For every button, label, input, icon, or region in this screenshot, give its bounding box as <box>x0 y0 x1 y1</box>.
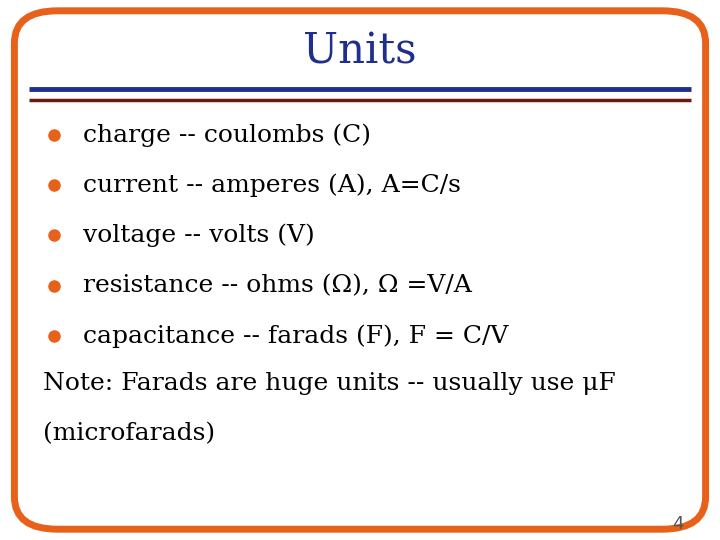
Text: capacitance -- farads (F), F = C/V: capacitance -- farads (F), F = C/V <box>83 324 508 348</box>
Text: Note: Farads are huge units -- usually use μF: Note: Farads are huge units -- usually u… <box>43 372 616 395</box>
Text: charge -- coulombs (C): charge -- coulombs (C) <box>83 123 371 147</box>
Text: (microfarads): (microfarads) <box>43 422 215 445</box>
Text: resistance -- ohms (Ω), Ω =V/A: resistance -- ohms (Ω), Ω =V/A <box>83 274 472 297</box>
Text: voltage -- volts (V): voltage -- volts (V) <box>83 224 315 247</box>
Text: 4: 4 <box>672 515 684 533</box>
Text: current -- amperes (A), A=C/s: current -- amperes (A), A=C/s <box>83 173 461 197</box>
Text: Units: Units <box>303 30 417 72</box>
